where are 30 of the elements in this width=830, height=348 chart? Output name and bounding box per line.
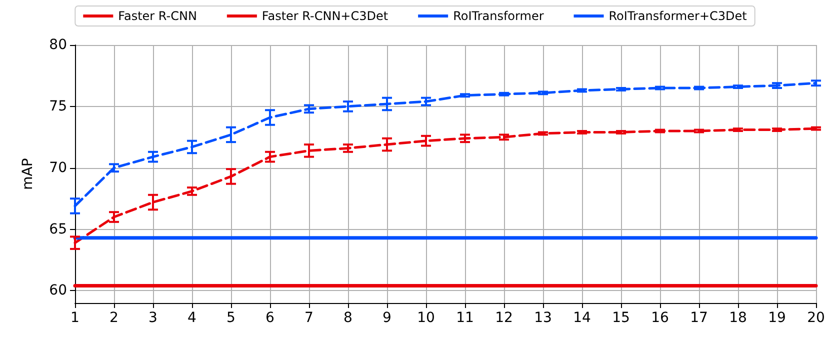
legend-label: Faster R-CNN+C3Det — [262, 9, 388, 23]
x-tick-label: 8 — [344, 310, 352, 326]
x-tick-label: 5 — [226, 310, 236, 326]
x-tick-label: 15 — [612, 310, 630, 326]
legend-label: RoITransformer+C3Det — [608, 9, 748, 23]
y-tick-label: 60 — [49, 282, 67, 299]
y-tick-label: 65 — [49, 221, 67, 238]
legend-label: RoITransformer — [453, 9, 544, 23]
x-tick-label: 6 — [266, 310, 275, 326]
x-tick-label: 9 — [382, 310, 392, 326]
y-tick-label: 70 — [49, 160, 67, 176]
legend-label: Faster R-CNN — [118, 9, 197, 23]
x-tick-label: 16 — [651, 310, 669, 326]
x-tick-label: 14 — [573, 310, 591, 326]
x-tick-label: 3 — [148, 310, 158, 326]
x-tick-label: 1 — [70, 310, 80, 326]
x-tick-label: 4 — [188, 310, 197, 326]
x-tick-label: 13 — [534, 310, 552, 326]
y-axis-title: mAP — [20, 158, 36, 190]
y-tick-label: 75 — [49, 98, 67, 114]
y-tick-label: 80 — [49, 37, 67, 53]
x-tick-label: 10 — [417, 310, 435, 326]
x-tick-label: 18 — [729, 310, 747, 326]
x-tick-label: 20 — [807, 310, 825, 326]
x-tick-label: 7 — [304, 310, 314, 326]
x-tick-label: 19 — [768, 310, 786, 326]
x-tick-label: 12 — [495, 310, 513, 326]
x-tick-label: 11 — [456, 310, 474, 326]
x-tick-label: 17 — [690, 310, 708, 326]
x-tick-label: 2 — [110, 310, 118, 326]
